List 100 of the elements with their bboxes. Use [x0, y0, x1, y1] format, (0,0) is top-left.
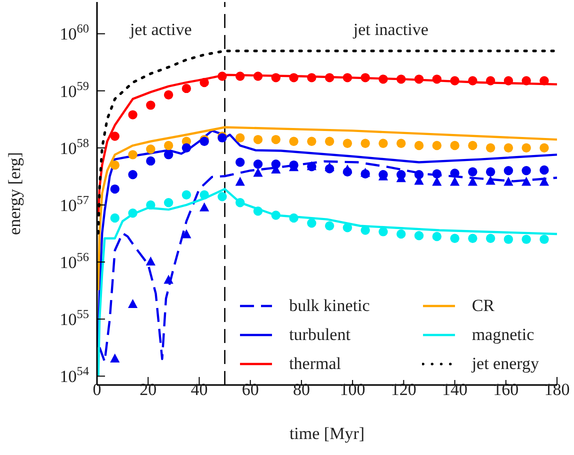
x-tick-label: 120	[390, 380, 416, 399]
x-tick-label: 160	[493, 380, 519, 399]
point	[342, 138, 352, 148]
point	[396, 138, 406, 148]
x-tick-label: 0	[92, 380, 102, 399]
x-tick-label: 20	[140, 380, 157, 399]
point	[271, 210, 280, 220]
x-tick-label: 40	[190, 380, 208, 399]
point	[540, 143, 549, 152]
point	[235, 176, 245, 186]
point	[504, 143, 514, 152]
point	[432, 74, 442, 84]
point	[253, 72, 263, 81]
point	[307, 136, 316, 146]
point	[200, 202, 210, 212]
point	[504, 76, 514, 86]
point	[146, 144, 156, 154]
point	[414, 140, 424, 150]
point	[378, 138, 388, 148]
point	[128, 150, 138, 160]
point	[396, 229, 406, 239]
point	[468, 176, 478, 186]
point	[468, 140, 478, 150]
x-tick-label: 140	[442, 380, 468, 399]
point	[110, 213, 120, 223]
point	[432, 176, 442, 186]
x-tick-label: 60	[242, 380, 259, 399]
legend-label: jet energy	[472, 354, 539, 374]
point	[414, 231, 424, 240]
point	[522, 176, 532, 186]
point	[414, 74, 424, 84]
point	[539, 176, 550, 186]
point	[342, 73, 352, 82]
point	[271, 73, 280, 82]
point	[110, 184, 120, 194]
legend-label: thermal	[289, 354, 341, 374]
point	[271, 134, 280, 144]
point	[486, 143, 496, 152]
point	[450, 76, 460, 86]
point	[164, 198, 174, 208]
point	[200, 78, 209, 88]
point	[253, 159, 263, 169]
point	[450, 168, 460, 178]
y-tick-label: 10$^{56}$	[60, 250, 89, 272]
point	[128, 170, 138, 180]
point	[128, 110, 138, 120]
point	[540, 234, 549, 244]
point	[360, 73, 370, 82]
point	[110, 353, 120, 362]
point	[450, 176, 460, 186]
point	[432, 169, 442, 179]
annotation: jet inactive	[353, 20, 428, 40]
point	[236, 72, 245, 81]
point	[289, 73, 298, 82]
point	[182, 143, 192, 152]
point	[522, 76, 531, 86]
point	[218, 192, 227, 202]
point	[146, 100, 156, 110]
point	[540, 165, 549, 175]
point	[182, 84, 192, 94]
point	[182, 190, 192, 200]
legend-label: turbulent	[289, 324, 350, 344]
point	[253, 168, 263, 177]
point	[289, 213, 298, 223]
point	[522, 234, 531, 244]
point	[432, 140, 442, 150]
point	[218, 72, 227, 81]
point	[289, 136, 298, 146]
point	[342, 223, 352, 232]
x-tick-label: 180	[544, 380, 570, 399]
point	[450, 234, 460, 243]
y-tick-label: 10$^{57}$	[60, 192, 89, 215]
annotation: jet active	[130, 20, 192, 40]
y-tick-label: 10$^{60}$	[60, 22, 89, 44]
point	[468, 234, 478, 243]
point	[324, 136, 334, 146]
line-series	[97, 126, 557, 292]
point	[146, 156, 156, 166]
point	[110, 160, 120, 170]
point	[324, 73, 334, 82]
point	[486, 167, 496, 176]
point	[504, 176, 514, 186]
point	[378, 227, 388, 236]
legend-label: bulk kinetic	[289, 296, 370, 316]
point	[450, 140, 460, 150]
point	[396, 74, 406, 84]
point	[164, 140, 174, 150]
point	[486, 76, 496, 86]
line-series	[97, 188, 557, 378]
point	[146, 256, 156, 266]
point	[253, 134, 263, 144]
point	[522, 166, 531, 176]
legend-label: CR	[472, 296, 494, 316]
y-axis-title: energy [erg]	[5, 152, 24, 235]
point	[324, 221, 334, 230]
point	[236, 158, 245, 167]
point	[360, 138, 370, 148]
y-tick-label: 10$^{58}$	[60, 136, 89, 158]
point	[504, 234, 514, 244]
point	[486, 176, 496, 185]
